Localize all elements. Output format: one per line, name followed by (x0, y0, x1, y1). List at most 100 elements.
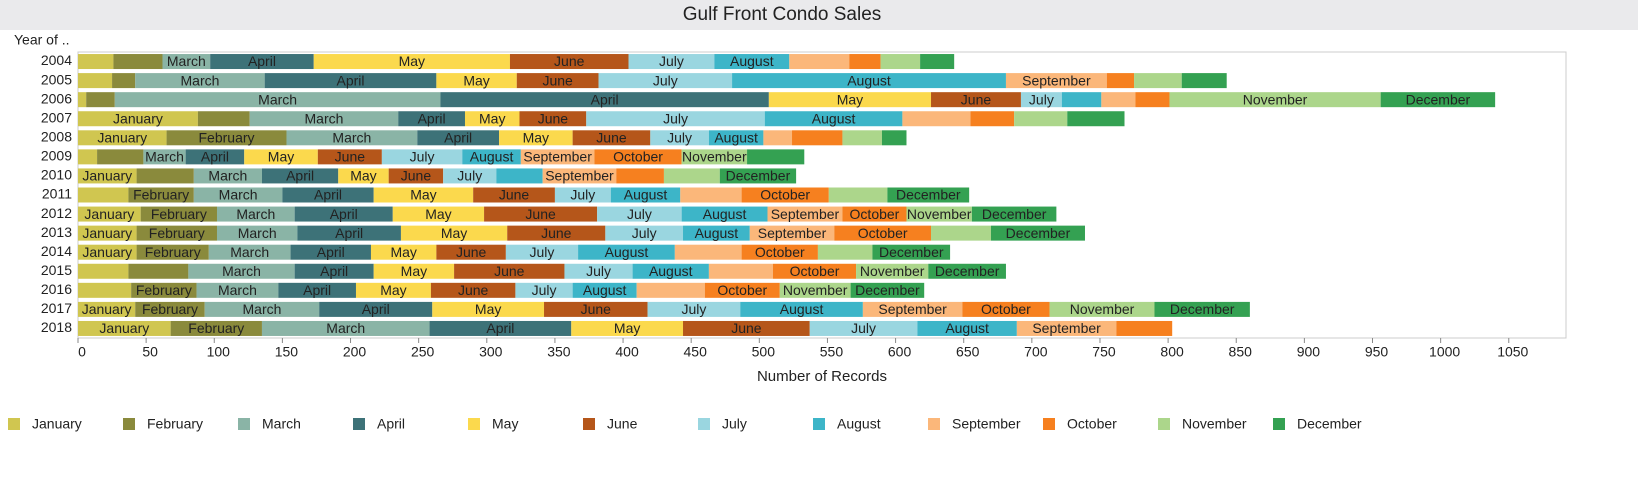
bar-segment (920, 54, 955, 70)
legend-swatch (123, 418, 135, 430)
bar-segment (430, 282, 516, 298)
bar-segment (990, 225, 1085, 241)
segment-label: November (860, 263, 925, 279)
segment-label: March (238, 225, 277, 241)
segment-label: April (335, 225, 363, 241)
segment-label: April (330, 206, 358, 222)
bar-segment (135, 301, 205, 317)
bar-segment (683, 225, 750, 241)
segment-label: March (258, 91, 297, 107)
segment-label: May (399, 53, 425, 69)
bar-segment (193, 187, 283, 203)
segment-label: July (659, 53, 684, 69)
legend-swatch (1043, 418, 1055, 430)
y-tick-label: 2012 (41, 205, 72, 221)
bar-segment (78, 149, 98, 165)
legend-swatch (353, 418, 365, 430)
bar-segment (772, 263, 857, 279)
segment-label: July (532, 282, 557, 298)
bar-segment (373, 187, 474, 203)
segment-label: February (133, 187, 189, 203)
segment-label: August (695, 225, 739, 241)
y-axis-title: Year of .. (14, 32, 70, 48)
segment-label: July (851, 320, 876, 336)
bar-segment (1061, 92, 1102, 108)
bar-segment (789, 54, 850, 70)
bar-segment (605, 225, 684, 241)
bar-segment (216, 225, 298, 241)
bar-segment (216, 206, 295, 222)
bar-segment (564, 263, 633, 279)
segment-label: August (703, 206, 747, 222)
bar-segment (78, 206, 141, 222)
legend-swatch (583, 418, 595, 430)
bar-segment (931, 225, 991, 241)
segment-label: April (286, 168, 314, 184)
segment-label: May (380, 282, 406, 298)
y-tick-label: 2011 (42, 186, 72, 202)
bar-segment (78, 320, 171, 336)
bar-segment (628, 54, 715, 70)
segment-label: August (605, 244, 649, 260)
bar-segment (128, 263, 189, 279)
bar-segment (140, 206, 217, 222)
bar-segment (594, 149, 682, 165)
segment-label: April (418, 110, 446, 126)
bar-segment (849, 54, 881, 70)
bar-segment (143, 149, 186, 165)
segment-label: February (136, 282, 192, 298)
y-tick-label: 2013 (41, 224, 72, 240)
bar-segment (650, 130, 709, 146)
segment-label: July (663, 110, 688, 126)
bar-segment (86, 92, 115, 108)
x-tick-label: 250 (411, 344, 435, 360)
segment-label: May (425, 206, 451, 222)
segment-label: November (1243, 91, 1308, 107)
y-tick-label: 2016 (41, 281, 72, 297)
bar-segment (880, 54, 921, 70)
segment-label: February (142, 301, 198, 317)
x-tick-label: 500 (752, 344, 776, 360)
bar-segment (166, 130, 287, 146)
bar-segment (850, 282, 925, 298)
bar-segment (436, 73, 517, 89)
bar-segment (1067, 111, 1125, 127)
bar-segment (764, 111, 903, 127)
segment-label: May (410, 187, 436, 203)
bar-segment (834, 225, 932, 241)
bar-segment (647, 301, 741, 317)
segment-label: December (879, 244, 944, 260)
bar-segment (78, 187, 129, 203)
bar-segment (128, 187, 194, 203)
segment-label: November (907, 206, 972, 222)
segment-label: May (479, 110, 505, 126)
bar-segment (740, 301, 863, 317)
segment-label: August (847, 72, 891, 88)
segment-label: January (84, 206, 134, 222)
segment-label: December (1406, 91, 1471, 107)
bar-segment (970, 111, 1015, 127)
bar-segment (78, 263, 129, 279)
legend-swatch (468, 418, 480, 430)
bar-segment (78, 73, 113, 89)
x-tick-label: 900 (1297, 344, 1321, 360)
bar-segment (572, 282, 637, 298)
bar-segment (196, 282, 279, 298)
legend-label: July (722, 416, 747, 432)
segment-label: February (199, 130, 255, 146)
bar-segment (507, 225, 606, 241)
bar-segment (1181, 73, 1227, 89)
segment-label: June (554, 53, 585, 69)
x-tick-label: 1000 (1429, 344, 1460, 360)
bar-segment (496, 168, 543, 184)
bar-segment (278, 282, 356, 298)
legend-label: March (262, 416, 301, 432)
bar-segment (636, 282, 705, 298)
bar-segment (931, 92, 1021, 108)
segment-label: June (731, 320, 762, 336)
bar-segment (917, 320, 1017, 336)
bar-segment (78, 92, 87, 108)
segment-label: June (542, 72, 573, 88)
legend-label: October (1067, 416, 1117, 432)
x-tick-label: 700 (1024, 344, 1048, 360)
